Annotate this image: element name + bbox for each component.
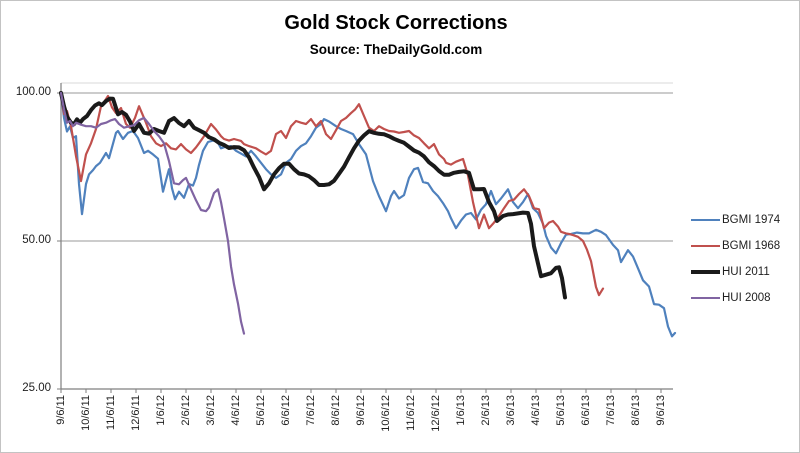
x-tick-label-11-6-12: 11/6/12 — [404, 395, 417, 431]
legend-item-hui-2008: HUI 2008 — [691, 285, 796, 311]
x-tick-label-8-6-12: 8/6/12 — [329, 395, 342, 426]
x-tick-label-9-6-13: 9/6/13 — [654, 395, 667, 426]
series-line-bgmi-1974 — [59, 91, 677, 338]
legend: BGMI 1974 BGMI 1968 HUI 2011 HUI 2008 — [691, 207, 796, 311]
x-tick-label-1-6-12: 1/6/12 — [154, 395, 167, 426]
x-tick-label-2-6-12: 2/6/12 — [179, 395, 192, 426]
x-tick-label-4-6-12: 4/6/12 — [229, 395, 242, 426]
x-tick-label-6-6-13: 6/6/13 — [579, 395, 592, 426]
chart-subtitle: Source: TheDailyGold.com — [309, 42, 483, 57]
legend-item-bgmi-1968: BGMI 1968 — [691, 233, 796, 259]
bgmi-1968-line-swatch — [691, 244, 720, 248]
y-tick-label-50: 50.00 — [22, 234, 51, 246]
hui-2008-line-swatch — [691, 296, 720, 300]
legend-item-hui-2011: HUI 2011 — [691, 259, 796, 285]
legend-item-bgmi-1974: BGMI 1974 — [691, 207, 796, 233]
x-tick-label-12-6-12: 12/6/12 — [429, 395, 442, 432]
x-tick-label-2-6-13: 2/6/13 — [479, 395, 492, 426]
x-tick-label-8-6-13: 8/6/13 — [629, 395, 642, 426]
x-tick-label-9-6-11: 9/6/11 — [54, 395, 67, 425]
x-tick-label-5-6-12: 5/6/12 — [254, 395, 267, 426]
x-tick-label-3-6-12: 3/6/12 — [204, 395, 217, 426]
chart-title: Gold Stock Corrections — [284, 12, 508, 34]
x-tick-label-7-6-13: 7/6/13 — [604, 395, 617, 426]
legend-label: HUI 2008 — [722, 292, 771, 304]
x-tick-label-10-6-11: 10/6/11 — [79, 395, 92, 431]
y-tick-label-25: 25.00 — [22, 382, 51, 394]
series-line-hui-2011 — [59, 91, 567, 300]
x-tick-label-10-6-12: 10/6/12 — [379, 395, 392, 432]
x-tick-label-11-6-11: 11/6/11 — [104, 395, 117, 431]
x-tick-label-7-6-12: 7/6/12 — [304, 395, 317, 426]
x-tick-label-1-6-13: 1/6/13 — [454, 395, 467, 426]
legend-label: BGMI 1968 — [722, 240, 781, 252]
x-tick-label-3-6-13: 3/6/13 — [504, 395, 517, 426]
x-tick-label-9-6-12: 9/6/12 — [354, 395, 367, 426]
legend-label: BGMI 1974 — [722, 214, 781, 226]
bgmi-1974-line-swatch — [691, 218, 720, 222]
hui-2011-line-swatch — [691, 270, 720, 274]
x-tick-label-6-6-12: 6/6/12 — [279, 395, 292, 426]
x-tick-label-5-6-13: 5/6/13 — [554, 395, 567, 426]
x-tick-label-4-6-13: 4/6/13 — [529, 395, 542, 426]
legend-label: HUI 2011 — [722, 266, 770, 278]
y-tick-label-100: 100.00 — [15, 86, 51, 98]
series-line-hui-2008 — [59, 91, 246, 335]
x-tick-label-12-6-11: 12/6/11 — [129, 395, 142, 431]
